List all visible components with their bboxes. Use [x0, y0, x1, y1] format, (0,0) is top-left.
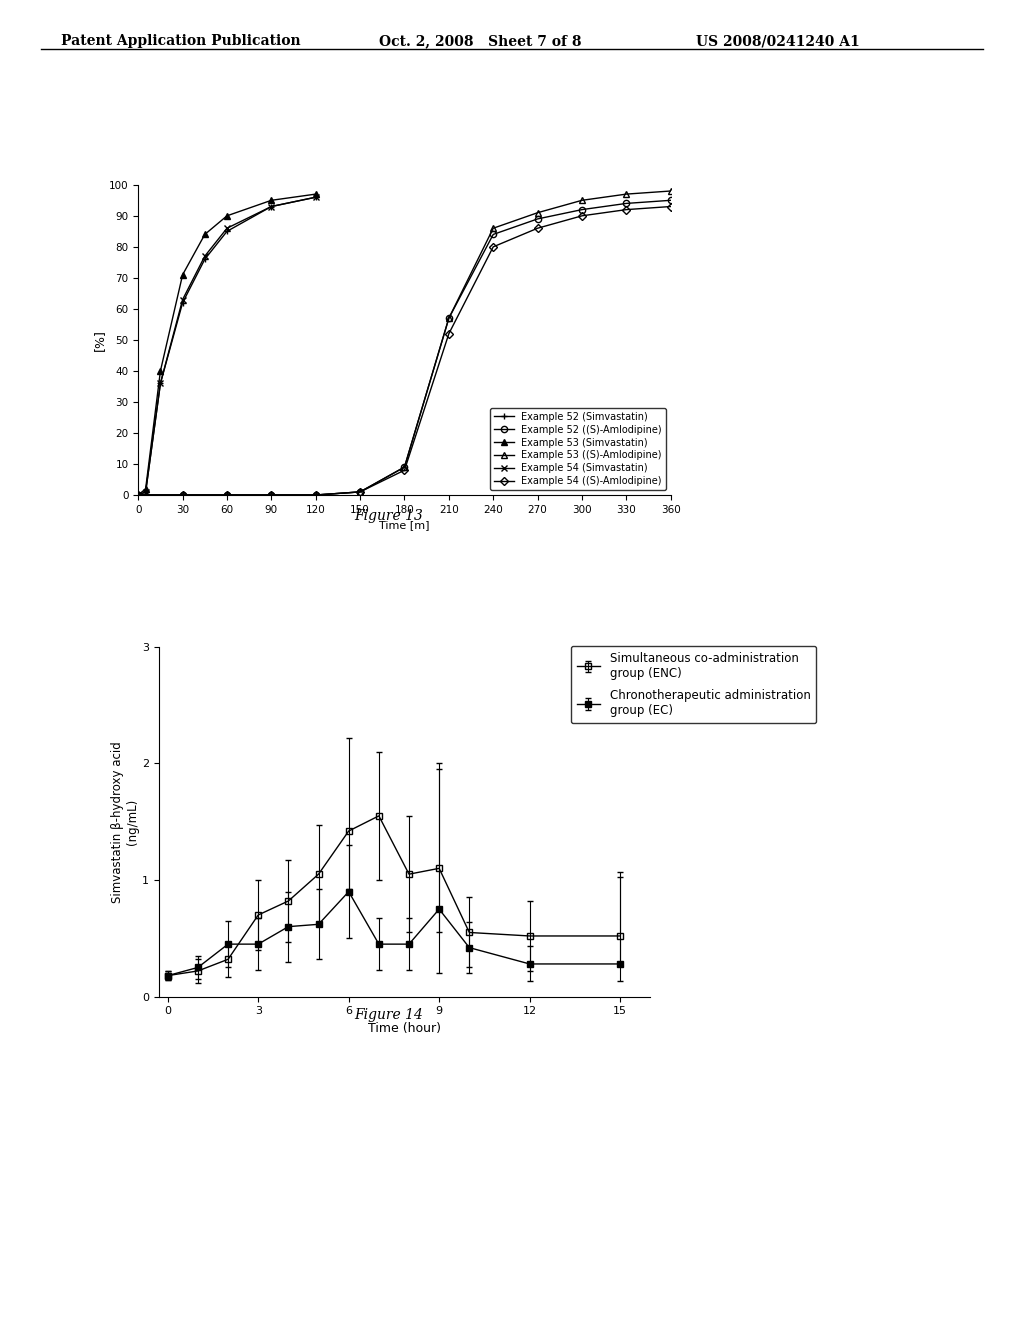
- Example 52 (Simvastatin): [139, 484, 152, 500]
- Text: Figure 13: Figure 13: [354, 510, 424, 523]
- Example 54 ((S)-Amlodipine): [531, 220, 544, 236]
- Example 53 ((S)-Amlodipine): [487, 220, 500, 236]
- Example 54 ((S)-Amlodipine): [132, 487, 144, 503]
- Example 53 (Simvastatin): [199, 227, 211, 243]
- Example 54 ((S)-Amlodipine): [265, 487, 278, 503]
- Example 53 ((S)-Amlodipine): [665, 183, 677, 199]
- Example 52 ((S)-Amlodipine): [665, 193, 677, 209]
- Example 52 ((S)-Amlodipine): [575, 202, 588, 218]
- Text: Patent Application Publication: Patent Application Publication: [61, 34, 301, 49]
- Example 54 ((S)-Amlodipine): [665, 198, 677, 214]
- Example 52 ((S)-Amlodipine): [531, 211, 544, 227]
- Example 54 (Simvastatin): [309, 189, 322, 205]
- Example 52 (Simvastatin): [199, 251, 211, 267]
- Example 52 (Simvastatin): [176, 294, 188, 310]
- Example 54 ((S)-Amlodipine): [398, 462, 411, 478]
- Example 52 ((S)-Amlodipine): [309, 487, 322, 503]
- Y-axis label: [%]: [%]: [93, 329, 106, 351]
- Example 53 ((S)-Amlodipine): [221, 487, 233, 503]
- Line: Example 53 (Simvastatin): Example 53 (Simvastatin): [135, 191, 318, 498]
- Example 52 ((S)-Amlodipine): [442, 310, 455, 326]
- Y-axis label: Simvastatin β-hydroxy acid
(ng/mL): Simvastatin β-hydroxy acid (ng/mL): [111, 741, 139, 903]
- Text: Oct. 2, 2008   Sheet 7 of 8: Oct. 2, 2008 Sheet 7 of 8: [379, 34, 582, 49]
- Line: Example 54 (Simvastatin): Example 54 (Simvastatin): [135, 194, 318, 498]
- Example 54 (Simvastatin): [265, 198, 278, 214]
- Example 53 (Simvastatin): [155, 363, 167, 379]
- Example 52 ((S)-Amlodipine): [354, 484, 367, 500]
- Example 53 ((S)-Amlodipine): [531, 205, 544, 220]
- Example 53 ((S)-Amlodipine): [132, 487, 144, 503]
- Text: US 2008/0241240 A1: US 2008/0241240 A1: [696, 34, 860, 49]
- Example 54 (Simvastatin): [139, 484, 152, 500]
- Example 52 ((S)-Amlodipine): [265, 487, 278, 503]
- Example 53 ((S)-Amlodipine): [176, 487, 188, 503]
- Example 54 ((S)-Amlodipine): [354, 484, 367, 500]
- Example 52 (Simvastatin): [155, 375, 167, 391]
- Legend: Simultaneous co-administration
group (ENC), Chronotherapeutic administration
gro: Simultaneous co-administration group (EN…: [570, 645, 816, 723]
- Example 53 ((S)-Amlodipine): [621, 186, 633, 202]
- Example 53 ((S)-Amlodipine): [398, 459, 411, 475]
- Example 52 ((S)-Amlodipine): [221, 487, 233, 503]
- Line: Example 54 ((S)-Amlodipine): Example 54 ((S)-Amlodipine): [135, 203, 674, 498]
- Example 53 (Simvastatin): [132, 487, 144, 503]
- Example 54 (Simvastatin): [221, 220, 233, 236]
- Example 52 (Simvastatin): [265, 198, 278, 214]
- Example 53 (Simvastatin): [139, 480, 152, 496]
- Example 52 (Simvastatin): [309, 189, 322, 205]
- Line: Example 52 ((S)-Amlodipine): Example 52 ((S)-Amlodipine): [135, 197, 674, 498]
- X-axis label: Time [m]: Time [m]: [379, 520, 430, 531]
- Example 54 ((S)-Amlodipine): [221, 487, 233, 503]
- Example 54 ((S)-Amlodipine): [621, 202, 633, 218]
- Example 52 ((S)-Amlodipine): [621, 195, 633, 211]
- Example 53 ((S)-Amlodipine): [354, 484, 367, 500]
- Text: Figure 14: Figure 14: [354, 1008, 424, 1022]
- Example 54 ((S)-Amlodipine): [575, 207, 588, 223]
- Example 54 (Simvastatin): [155, 375, 167, 391]
- Example 52 (Simvastatin): [221, 223, 233, 239]
- Legend: Example 52 (Simvastatin), Example 52 ((S)-Amlodipine), Example 53 (Simvastatin),: Example 52 (Simvastatin), Example 52 ((S…: [490, 408, 666, 490]
- Example 52 (Simvastatin): [132, 487, 144, 503]
- X-axis label: Time (hour): Time (hour): [368, 1022, 441, 1035]
- Example 52 ((S)-Amlodipine): [132, 487, 144, 503]
- Example 54 ((S)-Amlodipine): [487, 239, 500, 255]
- Example 52 ((S)-Amlodipine): [398, 459, 411, 475]
- Example 53 (Simvastatin): [265, 193, 278, 209]
- Example 53 ((S)-Amlodipine): [575, 193, 588, 209]
- Example 54 ((S)-Amlodipine): [309, 487, 322, 503]
- Line: Example 53 ((S)-Amlodipine): Example 53 ((S)-Amlodipine): [135, 187, 674, 498]
- Example 54 (Simvastatin): [132, 487, 144, 503]
- Example 54 (Simvastatin): [199, 248, 211, 264]
- Example 54 ((S)-Amlodipine): [442, 326, 455, 342]
- Example 54 (Simvastatin): [176, 292, 188, 308]
- Example 53 ((S)-Amlodipine): [442, 310, 455, 326]
- Example 52 ((S)-Amlodipine): [176, 487, 188, 503]
- Line: Example 52 (Simvastatin): Example 52 (Simvastatin): [135, 194, 318, 498]
- Example 53 (Simvastatin): [309, 186, 322, 202]
- Example 54 ((S)-Amlodipine): [176, 487, 188, 503]
- Example 53 ((S)-Amlodipine): [309, 487, 322, 503]
- Example 53 (Simvastatin): [176, 267, 188, 282]
- Example 53 ((S)-Amlodipine): [265, 487, 278, 503]
- Example 53 (Simvastatin): [221, 207, 233, 223]
- Example 52 ((S)-Amlodipine): [487, 227, 500, 243]
